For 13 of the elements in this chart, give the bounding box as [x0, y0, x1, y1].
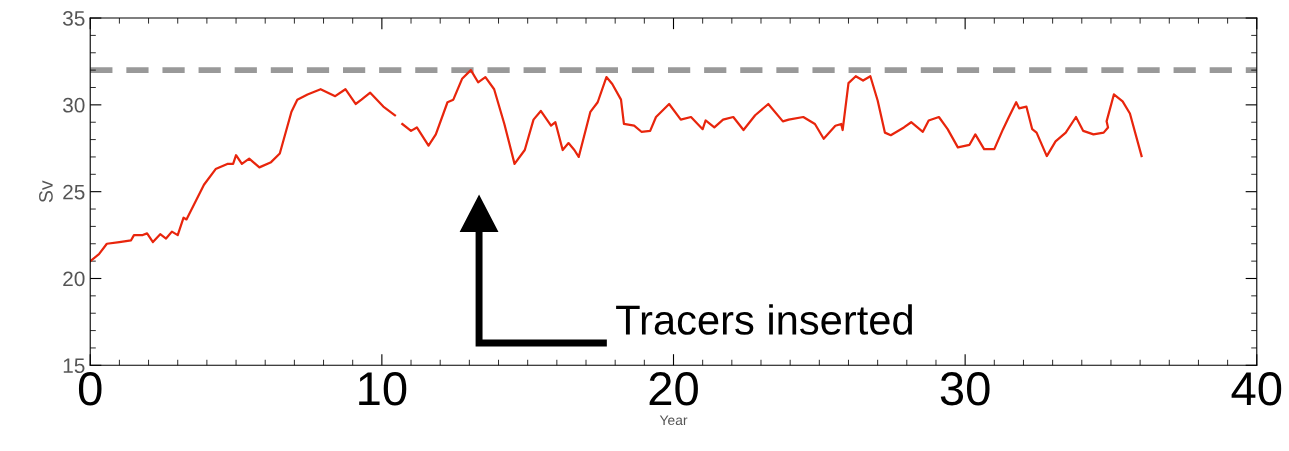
- annotation: Tracers inserted: [616, 304, 912, 335]
- y-tick-label: 35: [62, 11, 85, 26]
- x-axis-title: Year: [659, 415, 688, 426]
- y-tick-label: 20: [63, 271, 85, 287]
- x-tick-label: 40: [1231, 372, 1282, 406]
- x-tick-label: 0: [78, 372, 102, 406]
- x-tick-label: 30: [940, 372, 990, 406]
- y-tick-label: 30: [62, 97, 85, 113]
- x-tick-label: 10: [359, 372, 407, 406]
- y-axis-title: Sv: [39, 180, 53, 203]
- x-tick-label: 20: [649, 372, 698, 406]
- y-tick-label: 15: [63, 358, 85, 374]
- y-tick-label: 25: [63, 184, 85, 200]
